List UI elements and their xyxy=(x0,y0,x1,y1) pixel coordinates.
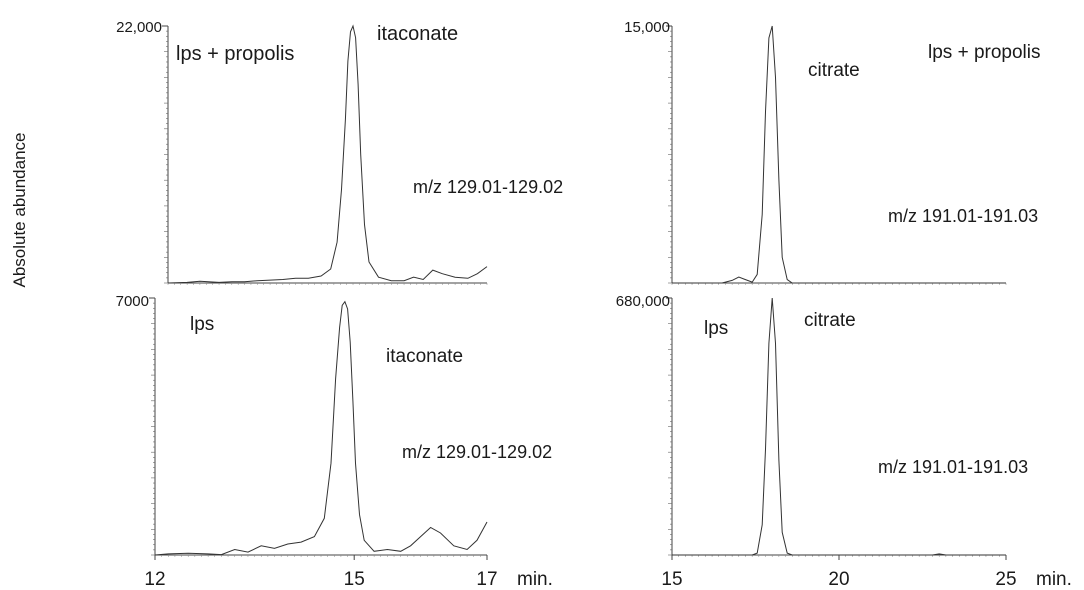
bottom-right-x-tick-label: 25 xyxy=(995,569,1016,590)
top-right-series-line xyxy=(672,25,1006,284)
bottom-right-ymax-label: 680,000 xyxy=(616,293,670,310)
bottom-left-x-unit-label: min. xyxy=(517,569,553,590)
bottom-left-ymax-label: 7000 xyxy=(116,293,149,310)
top-right-annotation-0: lps + propolis xyxy=(928,42,1040,63)
bottom-left-annotation-0: lps xyxy=(190,314,214,335)
top-right-annotation-2: m/z 191.01-191.03 xyxy=(888,206,1038,226)
top-left-ymax-label: 22,000 xyxy=(116,19,162,36)
top-right-ymax-label: 15,000 xyxy=(624,19,670,36)
bottom-right-series-line xyxy=(672,297,1006,556)
bottom-left-annotation-2: m/z 129.01-129.02 xyxy=(402,442,552,462)
top-left-series-line xyxy=(167,24,488,284)
bottom-right-x-tick-label: 15 xyxy=(661,569,682,590)
bottom-left-annotation-1: itaconate xyxy=(386,346,463,367)
top-right-annotation-1: citrate xyxy=(808,60,860,81)
bottom-right-annotation-2: m/z 191.01-191.03 xyxy=(878,457,1028,477)
bottom-right-annotation-0: lps xyxy=(704,318,728,339)
top-left-annotation-2: m/z 129.01-129.02 xyxy=(413,177,563,197)
top-left-annotation-0: lps + propolis xyxy=(176,43,294,65)
bottom-right-x-unit-label: min. xyxy=(1036,569,1072,590)
bottom-left-x-tick-label: 15 xyxy=(344,569,365,590)
bottom-left-series-line xyxy=(154,300,488,556)
bottom-right-x-tick-label: 20 xyxy=(828,569,849,590)
bottom-left-x-tick-label: 17 xyxy=(476,569,497,590)
bottom-right-annotation-1: citrate xyxy=(804,310,856,331)
bottom-left-x-tick-label: 12 xyxy=(144,569,165,590)
top-left-annotation-1: itaconate xyxy=(377,23,458,45)
